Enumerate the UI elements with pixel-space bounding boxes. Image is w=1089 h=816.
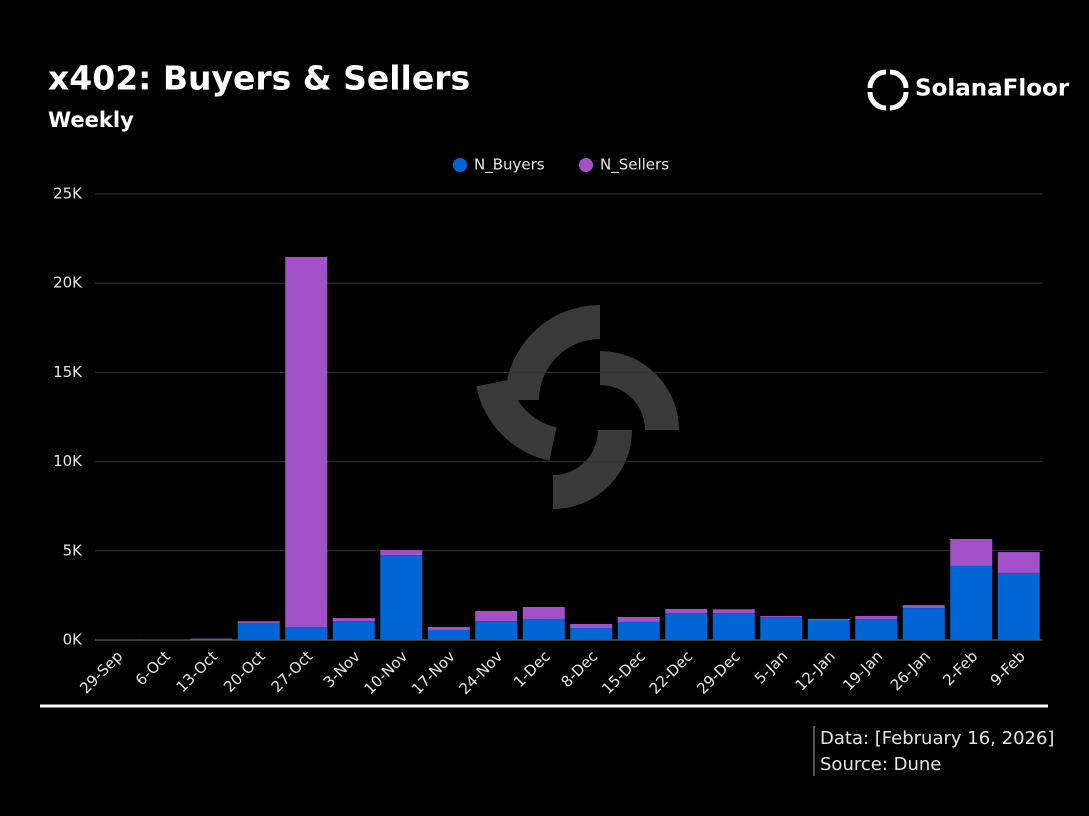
bar-segment (712, 609, 755, 614)
bar-segment (997, 552, 1040, 573)
legend-swatch (579, 158, 593, 172)
y-tick-label: 0K (63, 631, 84, 649)
bar-segment (332, 621, 375, 640)
bar-segment (665, 613, 708, 640)
bar-segment (617, 616, 660, 622)
bar-segment (665, 608, 708, 614)
bar-segment (807, 620, 850, 640)
bar-segment (570, 628, 613, 640)
bar-segment (522, 618, 565, 640)
bar-segment (902, 608, 945, 640)
bar-segment (427, 630, 470, 640)
chart-title: x402: Buyers & Sellers (48, 59, 470, 98)
y-tick-label: 15K (53, 363, 83, 381)
y-tick-label: 20K (53, 274, 83, 292)
bar-segment (475, 610, 518, 622)
bar-segment (285, 256, 328, 627)
bar-segment (855, 618, 898, 640)
bar-segment (380, 555, 423, 640)
bar-segment (760, 616, 803, 640)
bar-segment (522, 606, 565, 619)
bar-segment (997, 572, 1040, 640)
bar-segment (427, 626, 470, 631)
y-tick-label: 25K (53, 185, 83, 203)
bar-segment (332, 618, 375, 622)
bar-segment (190, 638, 233, 640)
bar-segment (190, 639, 233, 640)
legend-label: N_Sellers (600, 156, 669, 175)
y-tick-label: 10K (53, 452, 83, 470)
bar-segment (380, 550, 423, 556)
bar-segment (285, 626, 328, 640)
bar-segment (712, 613, 755, 640)
bar-segment (237, 623, 280, 640)
brand-name: SolanaFloor (915, 76, 1070, 102)
bar-segment (855, 615, 898, 619)
footer-source: Source: Dune (820, 754, 941, 775)
bar-segment (237, 621, 280, 624)
bar-segment (570, 623, 613, 629)
bar-segment (760, 615, 803, 617)
bar-segment (475, 621, 518, 640)
chart-subtitle: Weekly (48, 108, 134, 132)
brand-logo (867, 69, 909, 111)
watermark (476, 305, 679, 509)
bar-segment (617, 621, 660, 640)
legend-swatch (453, 158, 467, 172)
footer-data: Data: [February 16, 2026] (820, 728, 1054, 749)
bar-segment (807, 618, 850, 621)
y-tick-label: 5K (63, 541, 84, 559)
bar-segment (950, 565, 993, 640)
bar-segment (950, 539, 993, 566)
bar-segment (902, 605, 945, 609)
legend-label: N_Buyers (474, 156, 545, 175)
